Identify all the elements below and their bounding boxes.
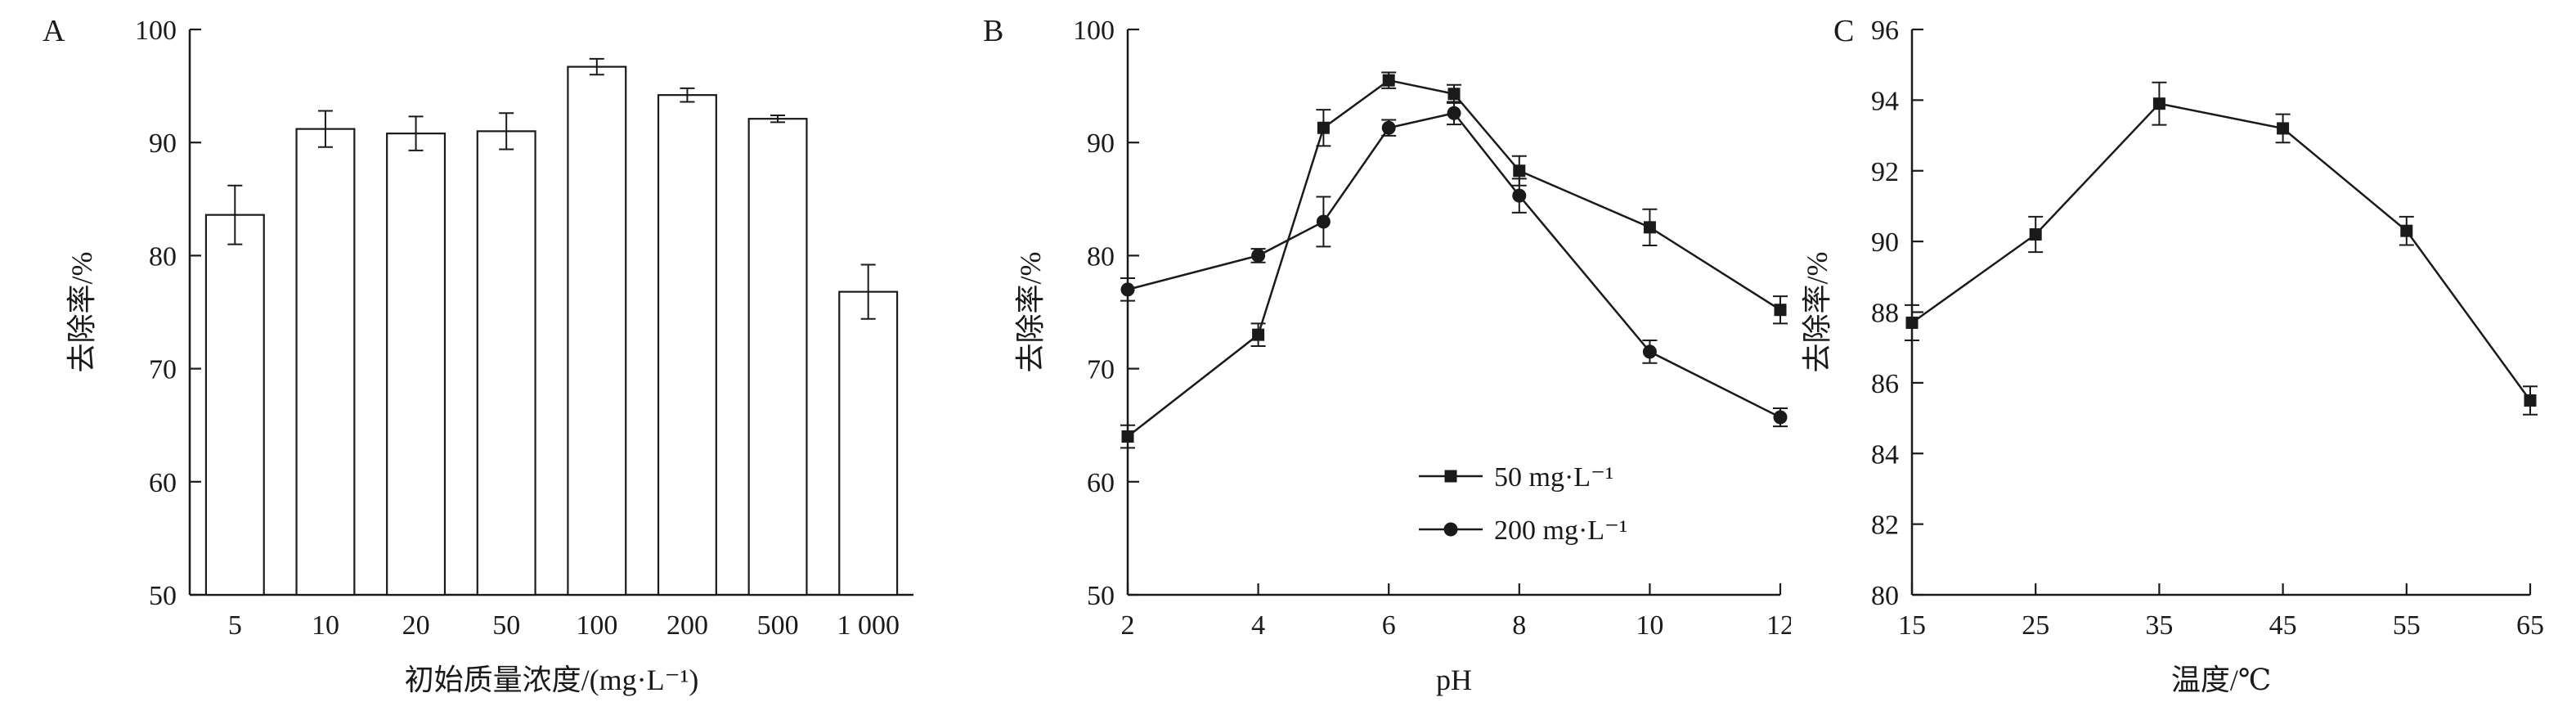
axes: [1126, 28, 1782, 596]
chart-root: 50 60 70 80 90 100 去除率/% 初始质量浓度/(mg·L⁻¹) 5 10 20 50…: [65, 16, 913, 696]
y-tick-label: 84: [1871, 439, 1899, 470]
circle-marker: [1642, 344, 1657, 359]
x-tick-label: 2: [1121, 610, 1135, 641]
panel-a-label: A: [43, 14, 65, 48]
bar: [295, 128, 356, 596]
y-tick-label: 82: [1871, 511, 1899, 541]
x-tick-label: 10: [312, 610, 339, 641]
square-marker: [1317, 121, 1330, 134]
x-tick-label: 100: [576, 610, 617, 641]
x-tick-label: 55: [2393, 610, 2421, 641]
square-marker: [2524, 394, 2537, 407]
y-tick-label: 94: [1871, 86, 1899, 116]
circle-marker: [1443, 522, 1458, 537]
data-line: [1127, 111, 1781, 419]
y-tick-label: 96: [1871, 16, 1899, 46]
x-tick-label: 50: [492, 610, 520, 641]
x-tick-label: 5: [228, 610, 242, 641]
y-axis-title: 去除率/%: [65, 252, 98, 373]
y-tick-label: 90: [1087, 128, 1115, 159]
data-line: [1127, 79, 1781, 438]
y-tick-label: 70: [1087, 355, 1115, 385]
y-tick-label: 90: [1871, 227, 1899, 258]
square-marker: [1643, 221, 1656, 234]
x-tick-label: 1 000: [837, 610, 900, 641]
square-marker: [1252, 328, 1265, 341]
chart-root: 80 82 84 86 88 90 92 94 96 去除率/% 温度/℃ 15 25 35 45 55 65: [1801, 16, 2544, 696]
x-tick-label: 12: [1766, 610, 1791, 641]
x-tick-label: 25: [2022, 610, 2049, 641]
square-marker: [2400, 224, 2413, 237]
line-chart-ph: 50 60 70 80 90 100 去除率/% pH 2 4 6 8 10 12 50 mg·L⁻¹ 200…: [1014, 16, 1791, 696]
y-tick-label: 60: [1087, 468, 1115, 498]
x-axis-title: 初始质量浓度/(mg·L⁻¹): [405, 664, 699, 696]
x-axis-title: pH: [1436, 664, 1472, 696]
y-tick-label: 70: [149, 355, 177, 385]
square-marker: [1905, 316, 1919, 329]
x-tick-label: 20: [402, 610, 430, 641]
y-tick-label: 86: [1871, 369, 1899, 399]
y-axis-title: 去除率/%: [1801, 252, 1833, 373]
axes: [1910, 28, 2532, 596]
x-tick-label: 200: [666, 610, 708, 641]
circle-marker: [1120, 282, 1135, 297]
data-line: [1911, 102, 2532, 402]
square-marker: [1382, 74, 1395, 87]
circle-marker: [1447, 106, 1461, 120]
bar: [476, 130, 536, 596]
bar: [204, 214, 265, 596]
square-marker: [1513, 164, 1526, 178]
x-tick-label: 4: [1251, 610, 1265, 641]
y-tick-label: 80: [149, 241, 177, 272]
x-tick-label: 45: [2269, 610, 2297, 641]
x-tick-label: 10: [1636, 610, 1663, 641]
y-tick-label: 100: [135, 16, 177, 46]
y-tick-label: 80: [1871, 581, 1899, 611]
x-tick-label: 500: [757, 610, 799, 641]
bar: [567, 65, 627, 596]
y-axis-title: 去除率/%: [1014, 252, 1047, 373]
x-tick-label: 15: [1898, 610, 1926, 641]
circle-marker: [1381, 120, 1396, 135]
y-tick-label: 90: [149, 128, 177, 159]
bar-chart-initial-concentration: 50 60 70 80 90 100 去除率/% 初始质量浓度/(mg·L⁻¹) 5 10 20 50…: [65, 16, 913, 696]
x-tick-label: 65: [2516, 610, 2544, 641]
panel-a: A 50 60 70 80 90 100 去除率/% 初始质量浓度/(mg·L⁻¹) 5 10 20…: [0, 0, 940, 711]
x-axis-title: 温度/℃: [2171, 664, 2271, 696]
bar: [747, 118, 808, 596]
y-tick-label: 50: [1087, 581, 1115, 611]
square-marker: [1444, 470, 1457, 483]
y-tick-label: 80: [1087, 241, 1115, 272]
panel-b-label: B: [983, 14, 1004, 48]
panel-b: B 50 60 70 80 90 100 去除率/% pH 2 4 6 8 10 12 50 mg·L⁻¹ 2…: [940, 0, 1791, 711]
square-marker: [2152, 97, 2165, 110]
y-tick-label: 88: [1871, 299, 1899, 329]
circle-marker: [1773, 410, 1788, 425]
square-marker: [2277, 122, 2290, 135]
line-chart-temperature: 80 82 84 86 88 90 92 94 96 去除率/% 温度/℃ 15 25 35 45 55 65: [1801, 16, 2544, 696]
bar: [657, 94, 717, 596]
square-marker: [2029, 227, 2042, 241]
circle-marker: [1251, 248, 1266, 263]
y-tick-label: 50: [149, 581, 177, 611]
panel-c: C 80 82 84 86 88 90 92 94 96 去除率/% 温度/℃ 15 25 35 45 55 6…: [1791, 0, 2576, 711]
x-tick-label: 8: [1512, 610, 1526, 641]
x-tick-label: 6: [1382, 610, 1396, 641]
y-tick-label: 100: [1073, 16, 1115, 46]
circle-marker: [1512, 188, 1527, 203]
circle-marker: [1316, 214, 1331, 229]
square-marker: [1121, 430, 1134, 443]
square-marker: [1774, 304, 1787, 317]
panel-c-label: C: [1833, 14, 1855, 48]
y-tick-label: 60: [149, 468, 177, 498]
bar: [838, 290, 899, 596]
x-tick-label: 35: [2145, 610, 2173, 641]
y-tick-label: 92: [1871, 157, 1899, 187]
square-marker: [1447, 88, 1461, 101]
bar: [386, 133, 447, 596]
chart-root: 50 60 70 80 90 100 去除率/% pH 2 4 6 8 10 12 50 mg·L⁻¹ 200…: [1014, 16, 1791, 696]
legend-label: 50 mg·L⁻¹: [1494, 462, 1613, 493]
legend-label: 200 mg·L⁻¹: [1494, 515, 1627, 546]
